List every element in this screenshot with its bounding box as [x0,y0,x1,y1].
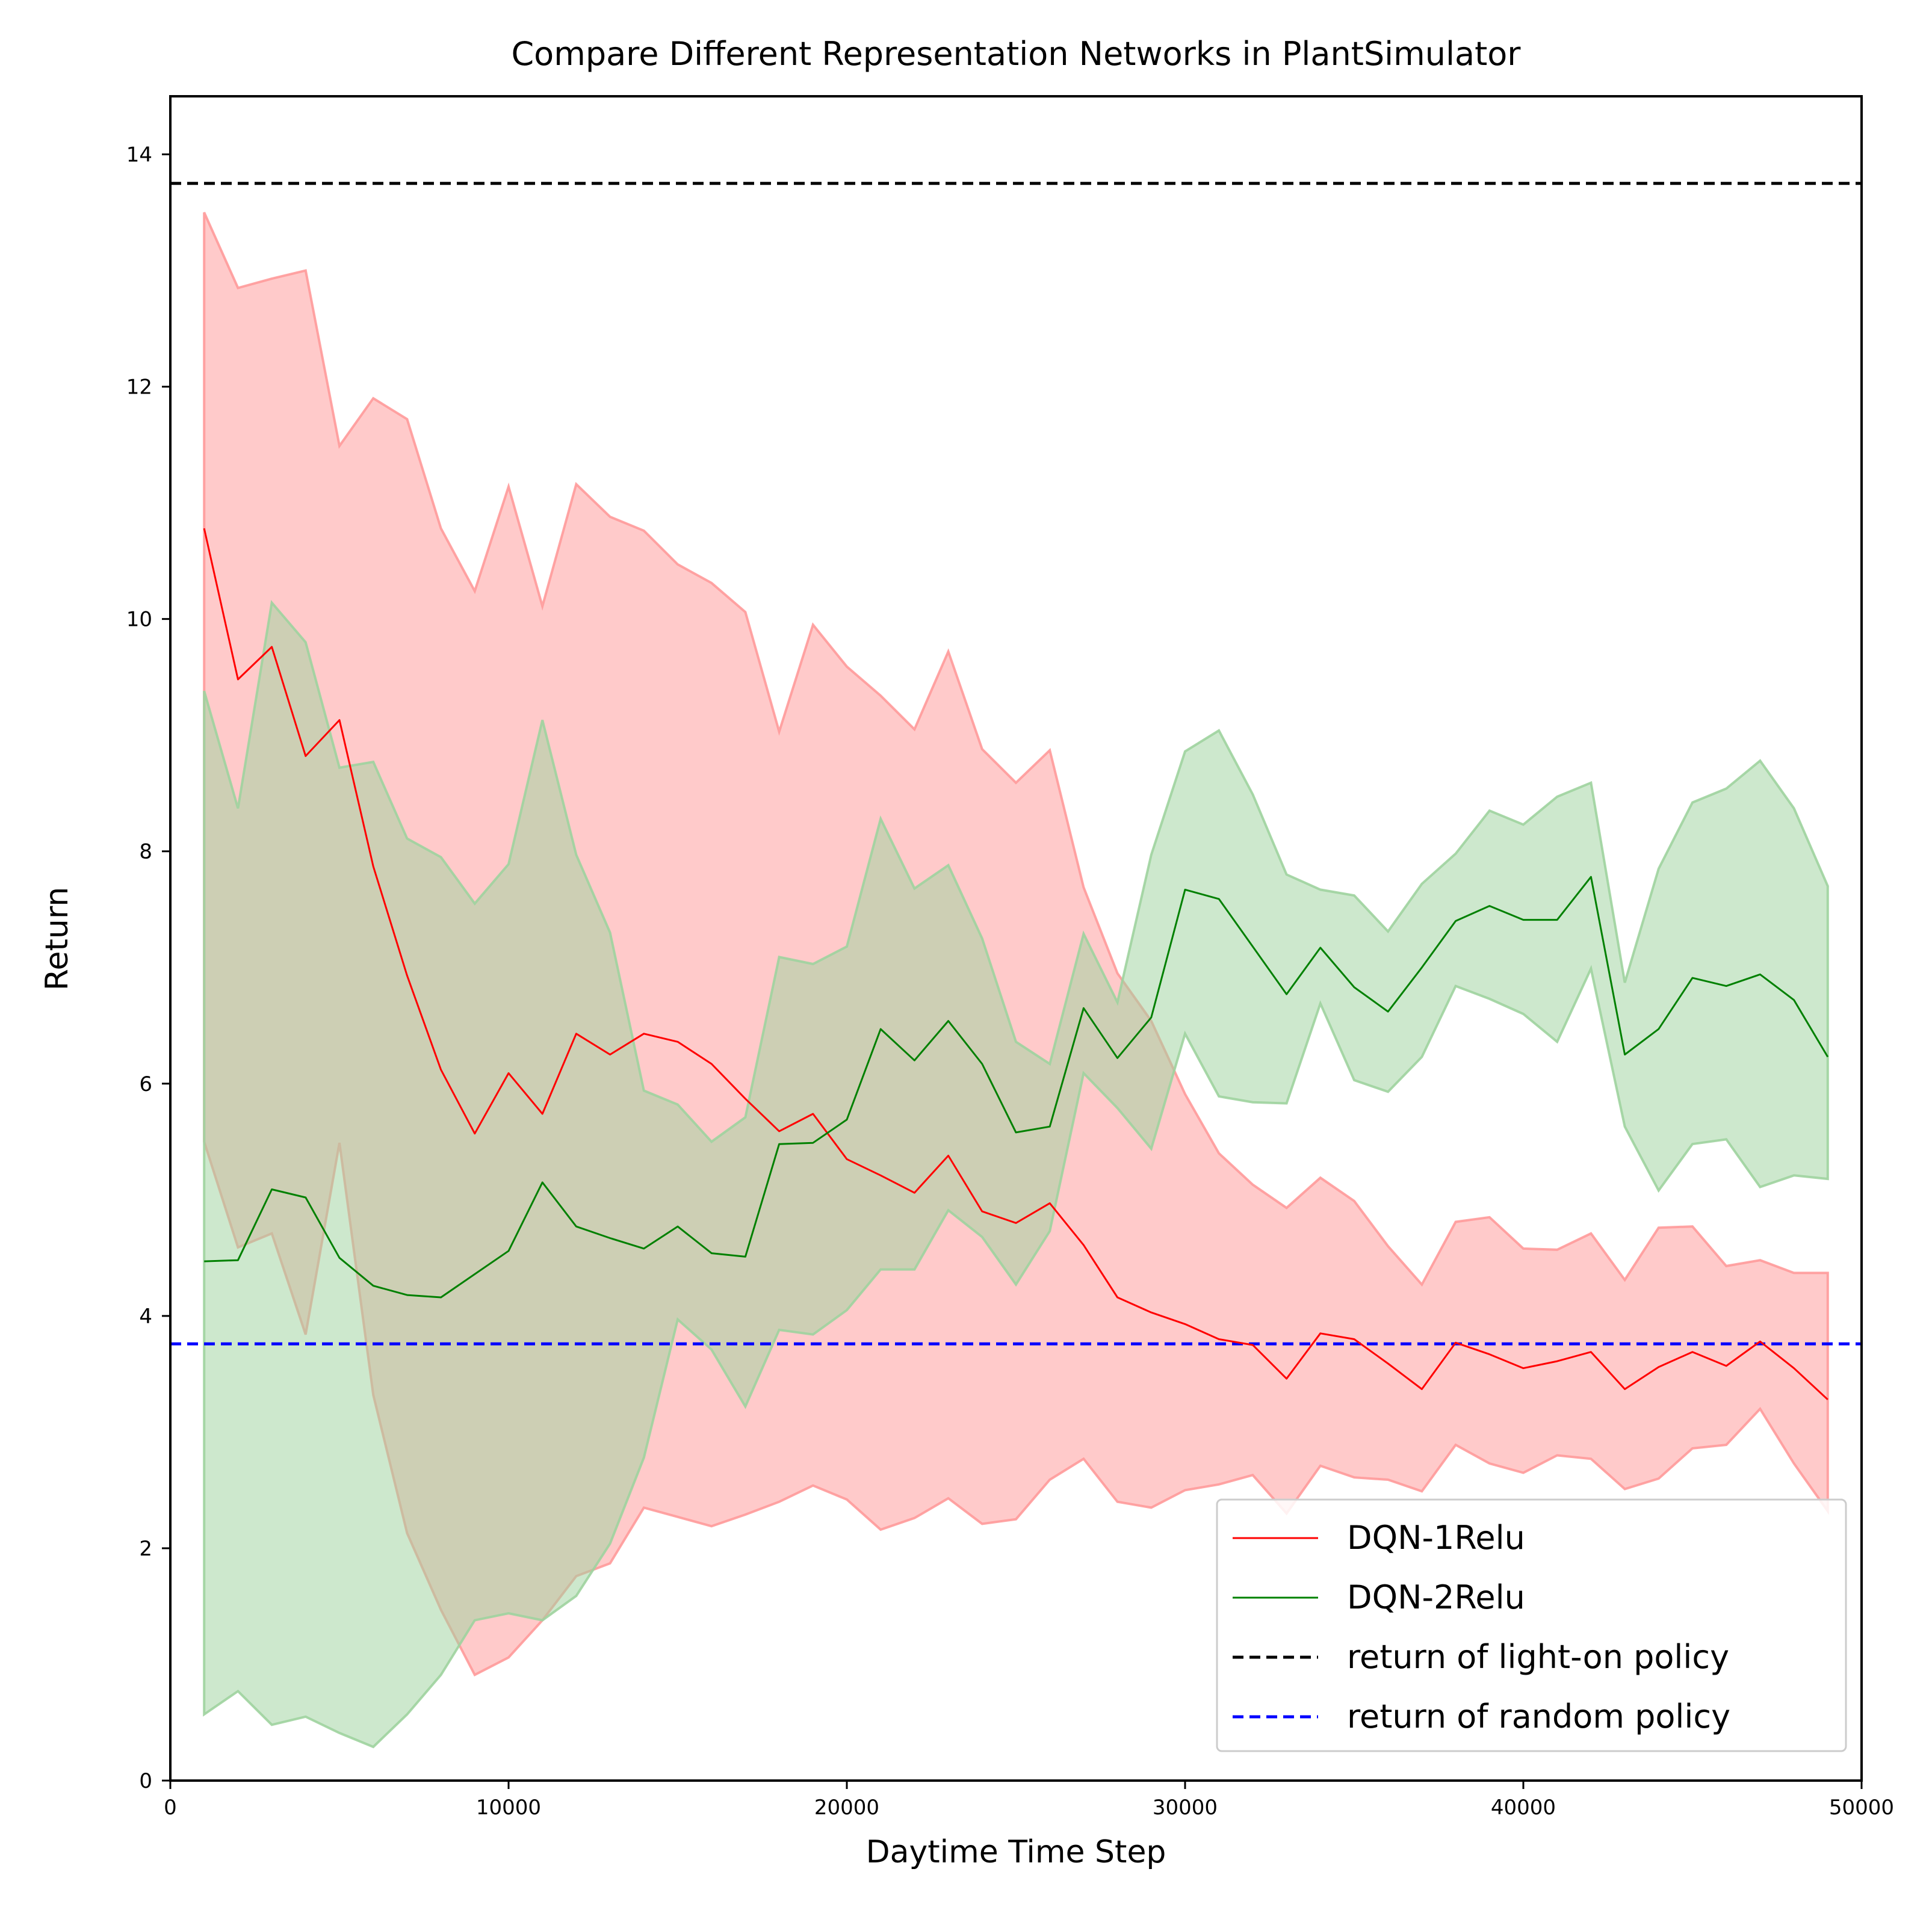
y-tick-label-1: 2 [139,1537,152,1561]
x-axis-label: Daytime Time Step [866,1834,1166,1870]
x-tick-label-0: 0 [164,1796,177,1820]
band-series-2 [203,600,1829,1749]
x-tick-label-5: 50000 [1829,1796,1894,1820]
axis-ticks: 0 10000 20000 30000 40000 50000 0 2 4 6 8 10 12 14 [126,143,1894,1820]
legend-label-4: return of random policy [1347,1698,1730,1735]
x-tick-label-4: 40000 [1491,1796,1556,1820]
y-axis-label: Return [39,887,75,991]
legend-label-2: DQN-2Relu [1347,1578,1525,1616]
x-tick-label-2: 20000 [814,1796,879,1820]
y-tick-label-7: 14 [126,143,152,167]
y-tick-label-2: 4 [139,1305,152,1329]
plot-area [170,182,1862,1749]
y-tick-label-6: 12 [126,375,152,400]
legend-label-1: DQN-1Relu [1347,1519,1525,1557]
y-tick-label-5: 10 [126,608,152,632]
x-tick-label-3: 30000 [1153,1796,1218,1820]
x-tick-label-1: 10000 [476,1796,541,1820]
legend-label-3: return of light-on policy [1347,1638,1729,1676]
line-series-2 [204,876,1829,1299]
y-tick-label-0: 0 [139,1769,152,1793]
chart-title: Compare Different Representation Network… [511,35,1521,73]
y-tick-label-3: 6 [139,1072,152,1096]
legend: DQN-1Relu DQN-2Relu return of light-on pol… [1216,1498,1847,1752]
y-tick-label-4: 8 [139,840,152,864]
plot-frame [169,95,1863,1782]
legend-box [1216,1498,1847,1752]
line-series-1 [203,528,1828,1400]
